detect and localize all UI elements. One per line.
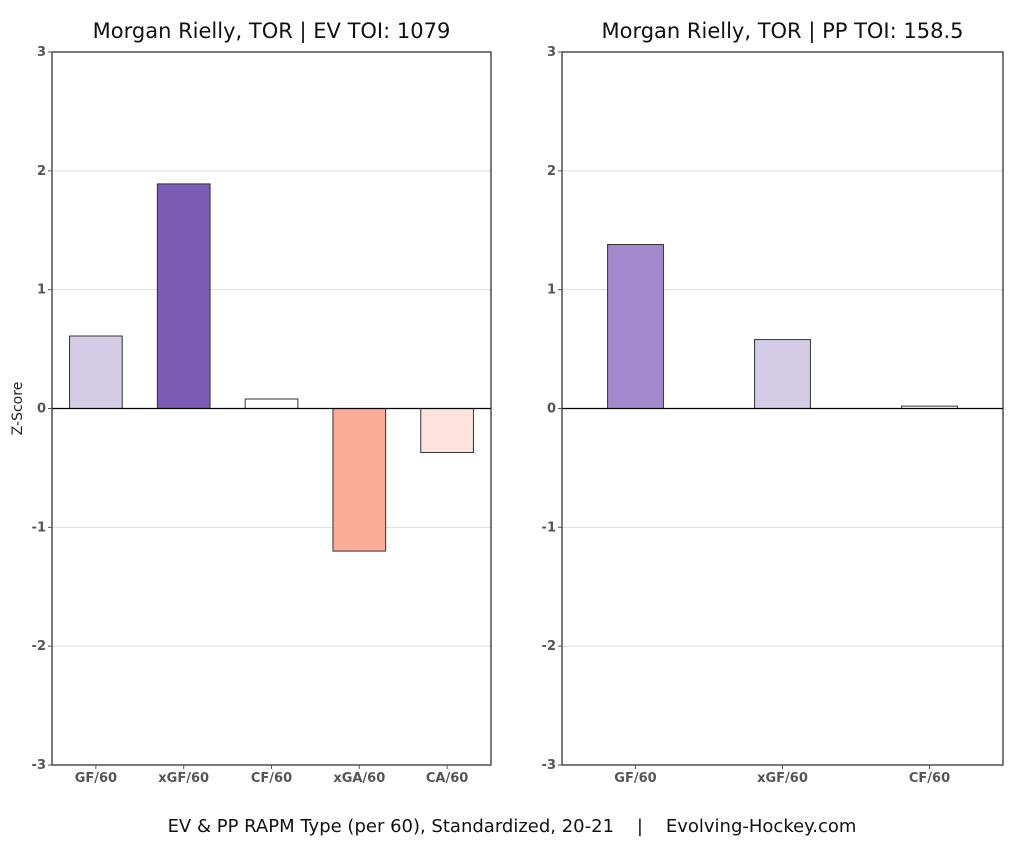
y-tick-label: -1 [32, 520, 46, 535]
x-tick-label: CF/60 [251, 771, 292, 786]
y-tick-label: -2 [542, 639, 556, 654]
ev-chart-title: Morgan Rielly, TOR | EV TOI: 1079 [93, 19, 451, 44]
y-tick-label: -3 [32, 758, 46, 773]
x-tick-label: xGF/60 [158, 771, 209, 786]
pp-chart-title: Morgan Rielly, TOR | PP TOI: 158.5 [601, 19, 963, 44]
bar-gf-60 [69, 335, 123, 409]
y-tick-label: 0 [37, 402, 46, 417]
bar-xga-60 [332, 408, 387, 552]
y-tick-label: 3 [547, 45, 556, 60]
x-tick-label: GF/60 [614, 771, 656, 786]
y-tick-label: 2 [37, 164, 46, 179]
ev-chart-panel: -3 -2 -1 0 1 2 3 GF/60 xGF/60 CF/60 xGA/60 CA/60 Mor… [10, 19, 492, 786]
x-tick-label: xGA/60 [333, 771, 385, 786]
y-tick-label: 1 [547, 283, 556, 298]
x-tick-label: CA/60 [426, 771, 468, 786]
y-tick-label: -2 [32, 639, 46, 654]
x-tick-label: CF/60 [909, 771, 950, 786]
y-axis-label: Z-Score [10, 382, 26, 436]
bar-xgf-60 [156, 183, 211, 409]
bar-gf-60 [607, 244, 664, 409]
y-tick-label: 1 [37, 283, 46, 298]
y-tick-label: 2 [547, 164, 556, 179]
x-tick-label: xGF/60 [757, 771, 808, 786]
pp-chart-panel: -3 -2 -1 0 1 2 3 GF/60 xGF/60 CF/60 Morgan Rielly,… [542, 19, 1004, 786]
bar-xgf-60 [754, 339, 811, 409]
y-tick-label: -1 [542, 520, 556, 535]
bar-ca-60 [420, 408, 474, 453]
bar-cf-60 [244, 398, 299, 410]
x-tick-label: GF/60 [75, 771, 117, 786]
y-tick-label: -3 [542, 758, 556, 773]
y-tick-label: 0 [547, 402, 556, 417]
y-tick-label: 3 [37, 45, 46, 60]
figure-caption: EV & PP RAPM Type (per 60), Standardized… [168, 816, 857, 837]
